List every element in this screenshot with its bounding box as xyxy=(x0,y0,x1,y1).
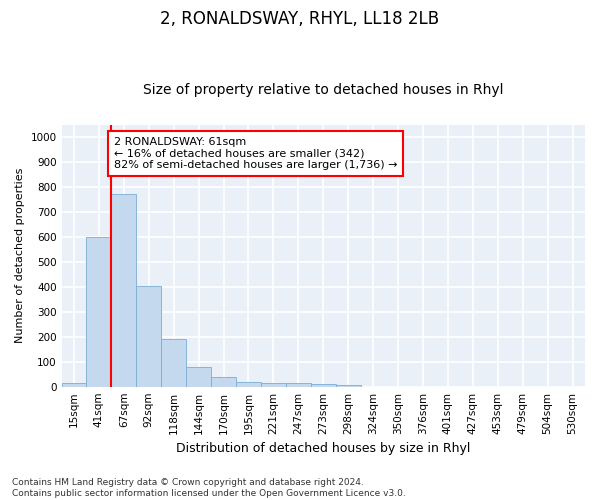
Y-axis label: Number of detached properties: Number of detached properties xyxy=(15,168,25,344)
Bar xyxy=(211,377,236,386)
Bar xyxy=(236,382,261,386)
Text: 2 RONALDSWAY: 61sqm
← 16% of detached houses are smaller (342)
82% of semi-detac: 2 RONALDSWAY: 61sqm ← 16% of detached ho… xyxy=(114,137,397,170)
Bar xyxy=(186,367,211,386)
Text: Contains HM Land Registry data © Crown copyright and database right 2024.
Contai: Contains HM Land Registry data © Crown c… xyxy=(12,478,406,498)
Text: 2, RONALDSWAY, RHYL, LL18 2LB: 2, RONALDSWAY, RHYL, LL18 2LB xyxy=(160,10,440,28)
Title: Size of property relative to detached houses in Rhyl: Size of property relative to detached ho… xyxy=(143,83,503,97)
Bar xyxy=(286,384,311,386)
Bar xyxy=(112,194,136,386)
Bar xyxy=(261,384,286,386)
X-axis label: Distribution of detached houses by size in Rhyl: Distribution of detached houses by size … xyxy=(176,442,470,455)
Bar xyxy=(62,383,86,386)
Bar xyxy=(161,339,186,386)
Bar xyxy=(136,286,161,386)
Bar xyxy=(336,385,361,386)
Bar xyxy=(86,237,112,386)
Bar xyxy=(311,384,336,386)
